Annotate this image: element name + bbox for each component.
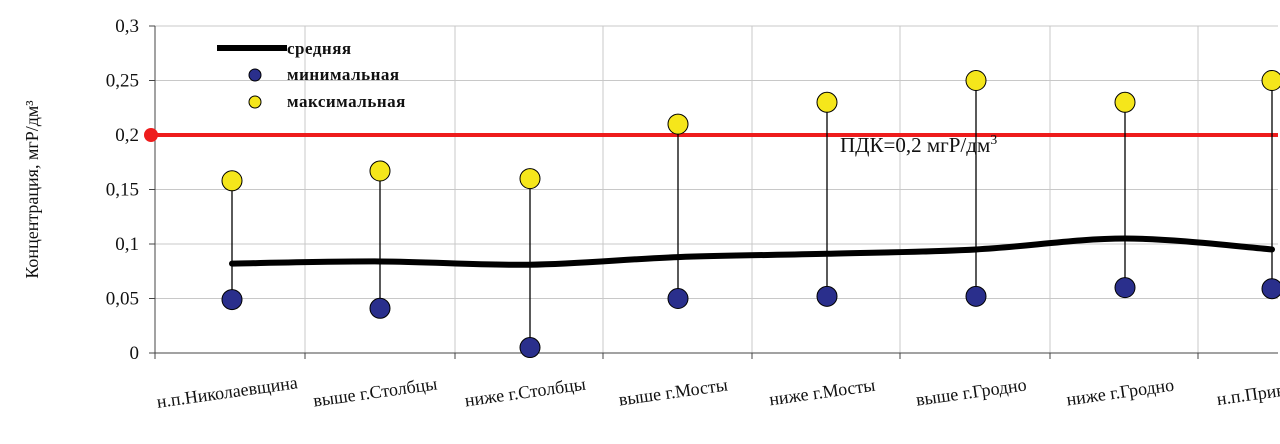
mean-line bbox=[229, 235, 1275, 268]
pdk-label-superscript: 3 bbox=[990, 133, 997, 148]
y-tick-label: 0,1 bbox=[115, 234, 139, 255]
max-point bbox=[519, 168, 541, 190]
y-tick-label: 0,05 bbox=[106, 289, 139, 310]
max-point bbox=[1261, 70, 1280, 91]
y-tick-label: 0,3 bbox=[115, 16, 139, 37]
x-category-label: выше г.Мосты bbox=[617, 375, 728, 410]
pdk-label: ПДК=0,2 мгР/дм3 bbox=[840, 133, 997, 157]
legend-marker-min bbox=[248, 68, 262, 82]
x-category-label: выше г.Столбцы bbox=[312, 373, 438, 410]
axis-layer bbox=[149, 25, 1278, 359]
reference-layer bbox=[144, 128, 1278, 142]
y-tick-label: 0 bbox=[130, 343, 140, 364]
min-point bbox=[519, 337, 541, 359]
x-category-label: ниже г.Мосты bbox=[768, 375, 877, 410]
x-category-label: ниже г.Гродно bbox=[1065, 375, 1175, 410]
min-point bbox=[1114, 277, 1136, 299]
legend: средняя минимальная максимальная bbox=[217, 39, 406, 111]
x-category-label: н.п.Николаевщина bbox=[155, 372, 298, 412]
legend-label-min: минимальная bbox=[287, 65, 400, 84]
max-point bbox=[965, 70, 987, 91]
x-category-label: н.п.Привалка bbox=[1215, 375, 1280, 409]
legend-marker-max bbox=[248, 95, 262, 109]
points-layer bbox=[221, 70, 1280, 359]
mean-line-layer bbox=[229, 235, 1275, 268]
min-point bbox=[369, 297, 391, 319]
min-point bbox=[816, 285, 838, 307]
pdk-reference-marker bbox=[144, 128, 158, 142]
y-tick-label: 0,25 bbox=[106, 71, 139, 92]
min-point bbox=[1261, 278, 1280, 300]
max-point bbox=[1114, 91, 1136, 113]
max-point bbox=[369, 160, 391, 182]
min-point bbox=[667, 288, 689, 309]
max-point bbox=[667, 113, 689, 135]
max-point bbox=[816, 91, 838, 113]
labels-layer: 0 0,05 0,1 0,15 0,2 0,25 0,3 Концентрация, мгР/… bbox=[22, 16, 1280, 412]
max-point bbox=[221, 170, 243, 192]
y-axis-title: Концентрация, мгР/дм³ bbox=[22, 100, 42, 279]
y-tick-label: 0,2 bbox=[115, 125, 139, 146]
legend-label-mean: средняя bbox=[287, 39, 352, 58]
min-point bbox=[965, 285, 987, 307]
x-category-label: ниже г.Столбцы bbox=[463, 374, 586, 411]
min-point bbox=[221, 289, 243, 311]
x-category-label: выше г.Гродно bbox=[915, 374, 1028, 409]
y-tick-label: 0,15 bbox=[106, 180, 139, 201]
legend-label-max: максимальная bbox=[287, 92, 406, 111]
